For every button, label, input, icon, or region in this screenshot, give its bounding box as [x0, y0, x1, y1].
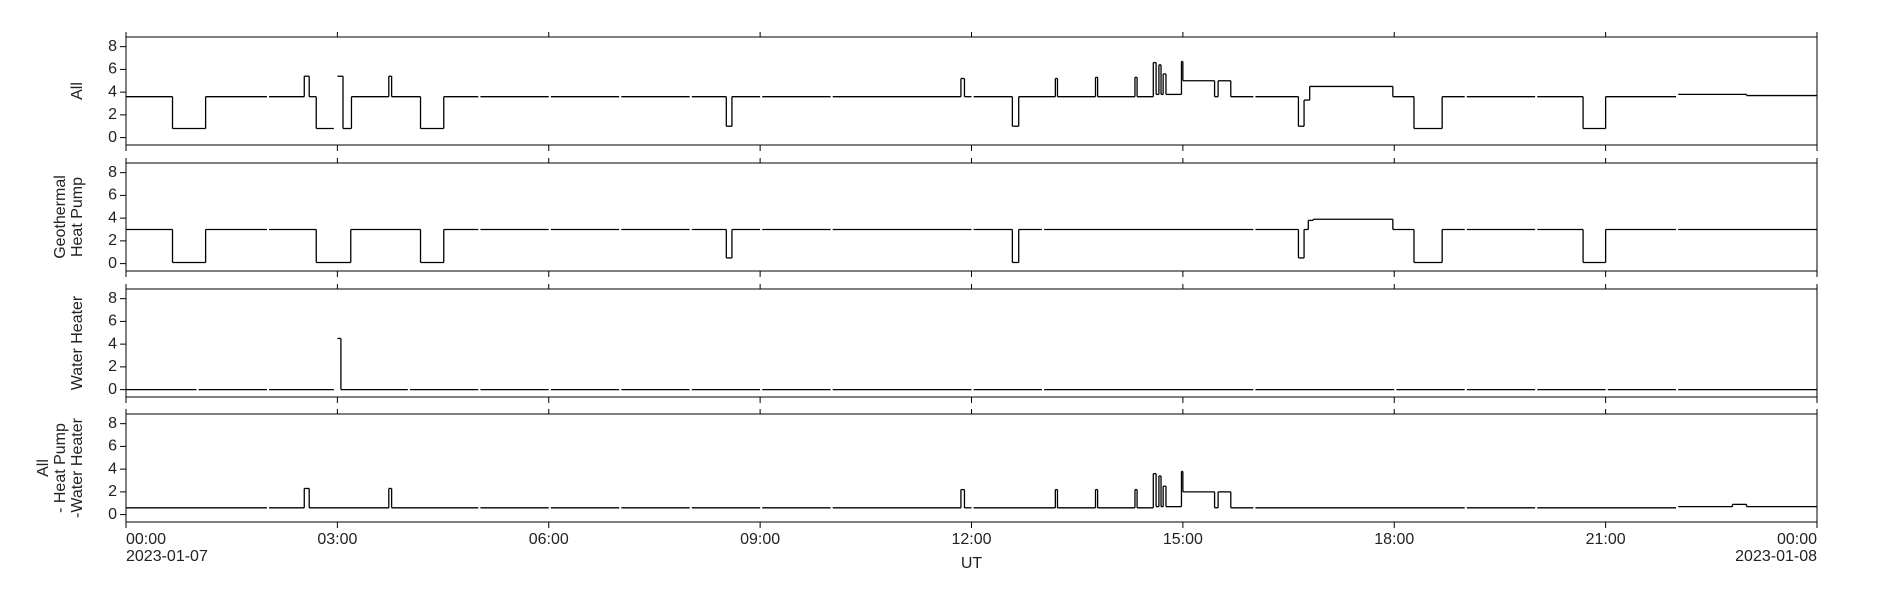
date-label: 2023-01-08	[1735, 548, 1817, 565]
y-tick-label: 8	[108, 290, 117, 307]
y-axis-label: Water Heater	[69, 295, 86, 390]
y-tick-label: 4	[108, 209, 117, 226]
y-tick-label: 2	[108, 483, 117, 500]
panel-frame	[125, 288, 1818, 398]
y-tick-label: 2	[108, 232, 117, 249]
y-tick-label: 8	[108, 164, 117, 181]
x-tick-label: 06:00	[529, 531, 569, 548]
x-tick-label: 03:00	[317, 531, 357, 548]
y-tick-label: 4	[108, 83, 117, 100]
y-axis-label: Heat Pump	[69, 177, 86, 257]
y-tick-label: 0	[108, 506, 117, 523]
y-tick-label: 2	[108, 358, 117, 375]
y-tick-label: 4	[108, 460, 117, 477]
y-tick-label: 6	[108, 438, 117, 455]
y-tick-label: 0	[108, 129, 117, 146]
y-axis-label: -Water Heater	[69, 417, 86, 518]
x-tick-label: 09:00	[740, 531, 780, 548]
x-tick-label: 00:00	[126, 531, 166, 548]
y-tick-label: 8	[108, 38, 117, 55]
x-tick-label: 21:00	[1586, 531, 1626, 548]
panel-frame	[125, 36, 1818, 146]
y-axis-label: - Heat Pump	[52, 423, 69, 513]
y-tick-label: 0	[108, 255, 117, 272]
x-tick-label: 18:00	[1374, 531, 1414, 548]
panel-frame	[125, 162, 1818, 272]
y-axis-label: All	[69, 82, 86, 100]
y-tick-label: 6	[108, 187, 117, 204]
y-tick-label: 6	[108, 313, 117, 330]
y-tick-label: 8	[108, 415, 117, 432]
y-tick-label: 4	[108, 335, 117, 352]
x-tick-label: 15:00	[1163, 531, 1203, 548]
y-axis-label: Geothermal	[52, 175, 69, 259]
y-tick-label: 2	[108, 106, 117, 123]
x-axis-label: UT	[961, 555, 983, 572]
date-label: 2023-01-07	[126, 548, 208, 565]
panel-frame	[125, 413, 1818, 523]
x-tick-label: 00:00	[1777, 531, 1817, 548]
y-tick-label: 6	[108, 61, 117, 78]
y-axis-label: All	[35, 459, 52, 477]
y-tick-label: 0	[108, 381, 117, 398]
x-tick-label: 12:00	[951, 531, 991, 548]
